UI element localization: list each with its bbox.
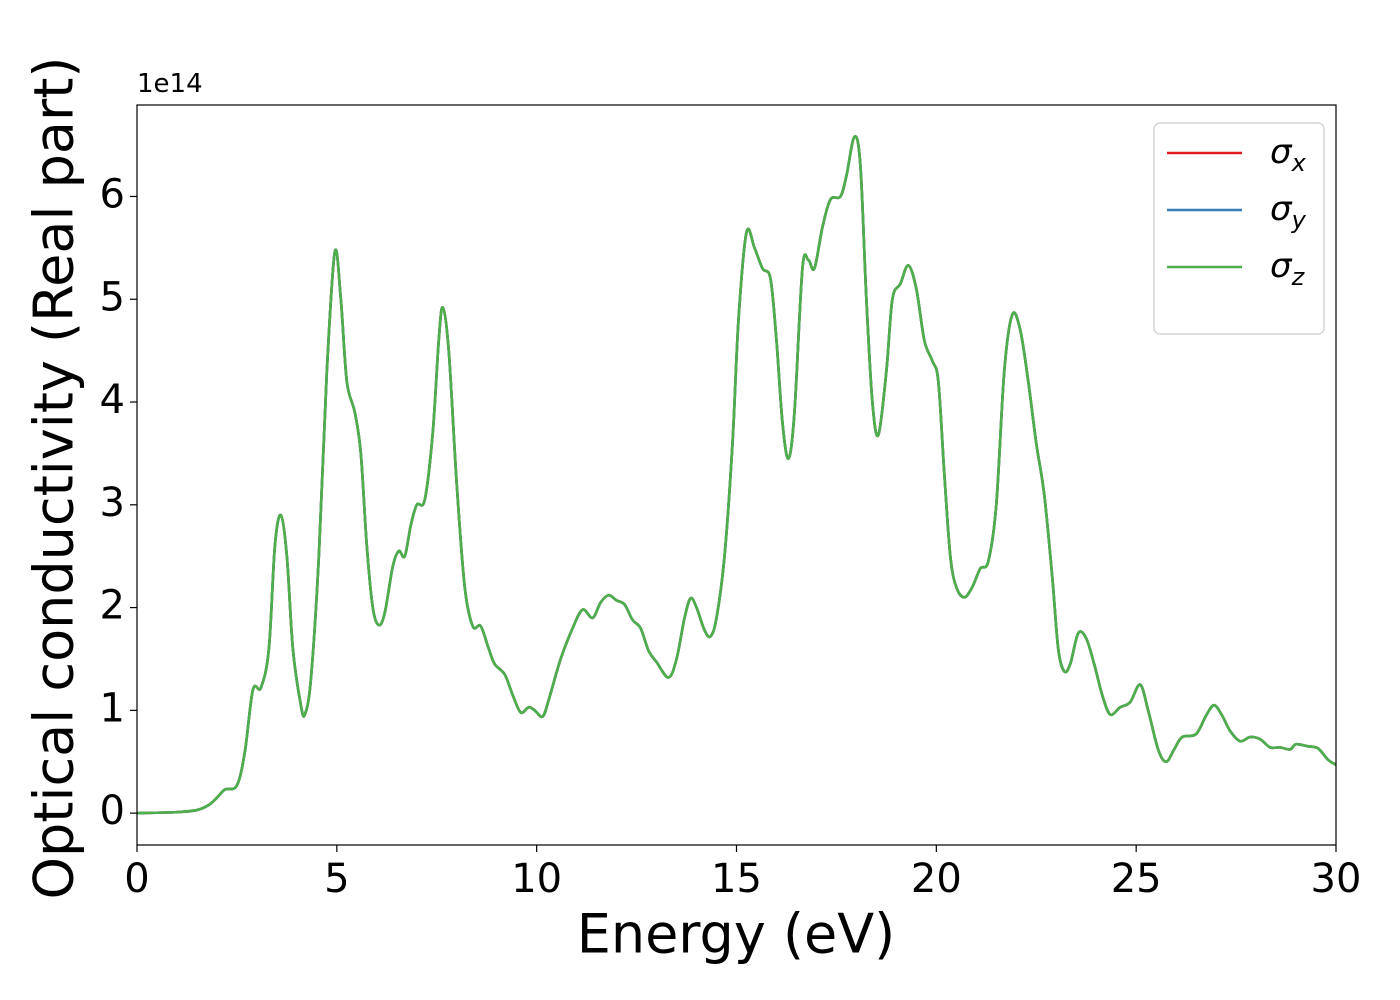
series-line [136,135,1337,815]
x-tick-label: 15 [711,856,762,902]
legend-box [1153,122,1325,335]
x-tick-label: 30 [1311,856,1362,902]
y-tick-label: 5 [100,274,125,320]
y-axis-label: Optical conductivity (Real part) [23,57,86,900]
y-tick-label: 6 [100,171,125,217]
x-tick-label: 25 [1111,856,1162,902]
x-tick-label: 10 [511,856,562,902]
y-tick-label: 1 [100,685,125,731]
x-tick-label: 20 [911,856,962,902]
x-axis-label: Energy (eV) [577,903,896,966]
x-tick-label: 0 [124,856,149,902]
y-tick-label: 2 [100,583,125,629]
y-tick-label: 4 [100,377,125,423]
plot-frame [136,104,1337,846]
offset-label: 1e14 [137,69,203,99]
legend-label: σz [1270,246,1306,291]
y-tick-label: 0 [100,788,125,834]
legend-label: σy [1270,189,1307,234]
x-tick-label: 5 [324,856,349,902]
legend-label: σx [1270,132,1307,177]
y-tick-label: 3 [100,480,125,526]
